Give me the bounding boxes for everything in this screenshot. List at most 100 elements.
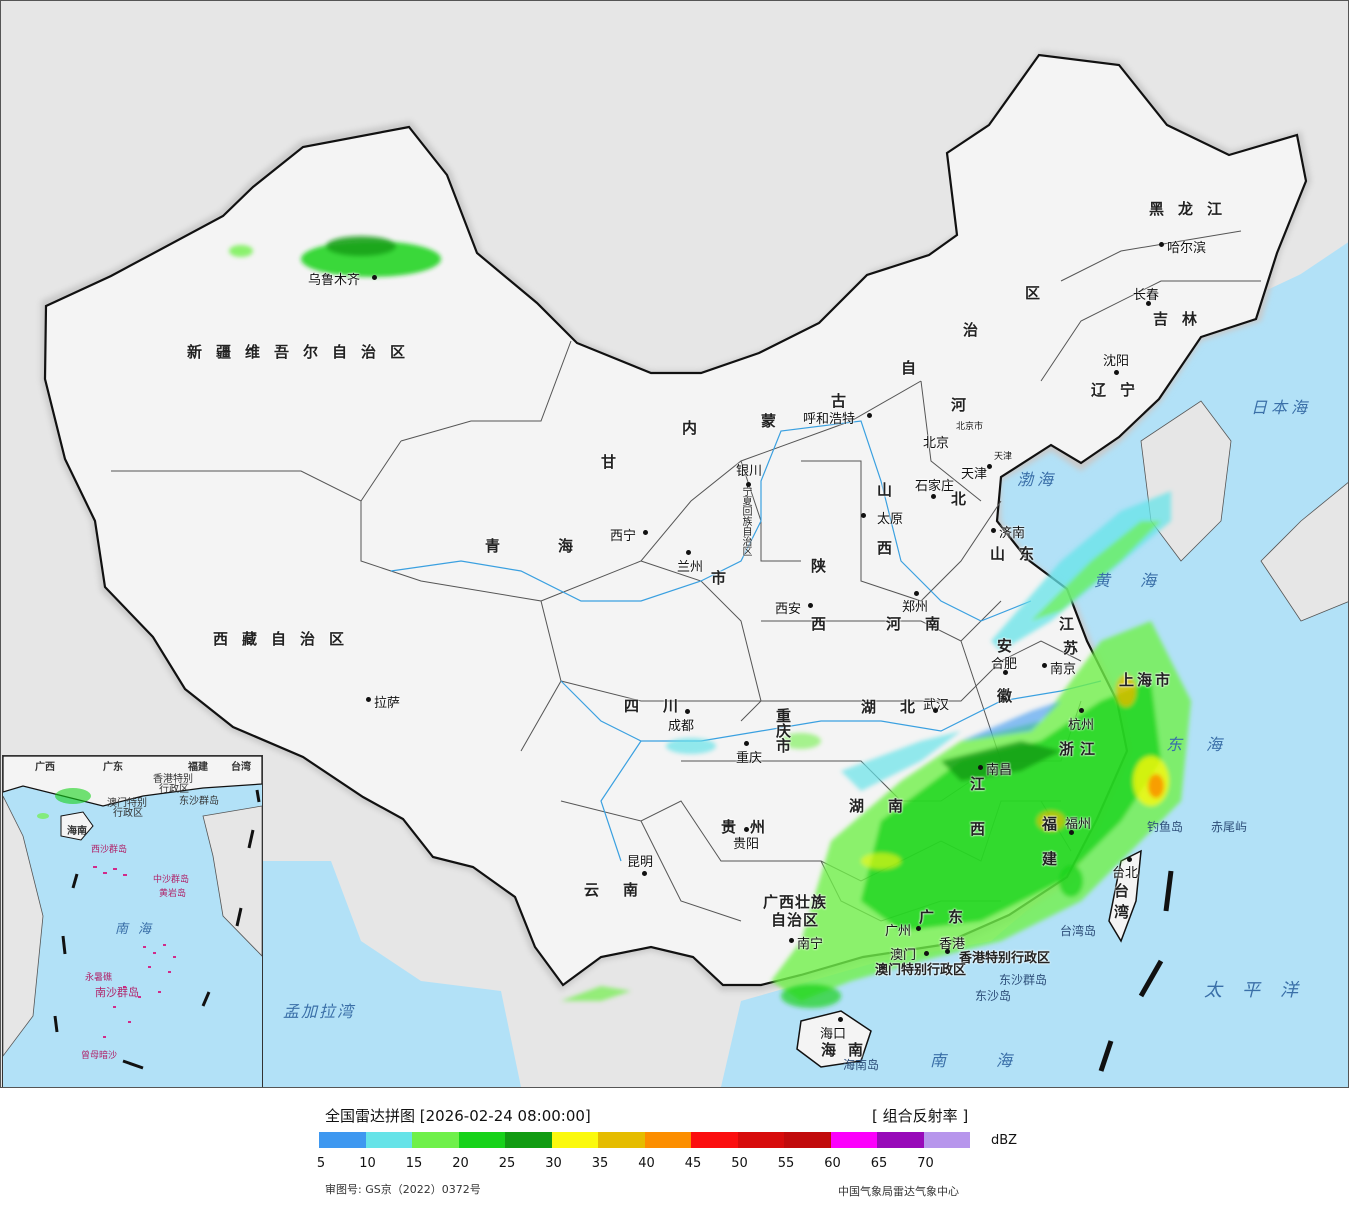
city-xining: 西宁 — [610, 529, 637, 544]
inset-guangxi: 广西 — [35, 762, 55, 773]
city-dot-jinan — [991, 528, 996, 533]
city-tianjin-small: 天津 — [994, 452, 1013, 462]
city-haikou: 海口 — [820, 1027, 847, 1042]
scale-swatch — [319, 1132, 366, 1148]
city-zhengzhou: 郑州 — [902, 600, 929, 615]
province-tibet: 西藏自治区 — [213, 630, 359, 648]
city-dot-guiyang — [744, 827, 749, 832]
scale-tick-label: 65 — [870, 1156, 888, 1171]
city-dot-hangzhou — [1079, 708, 1084, 713]
province-qinghai-2: 海 — [558, 537, 575, 555]
scale-tick-label: 20 — [452, 1156, 469, 1171]
scale-swatch — [644, 1132, 691, 1148]
city-lanzhou: 兰州 — [677, 560, 704, 575]
radar-map — [41, 51, 1348, 1087]
province-gansu: 甘 — [601, 453, 618, 471]
province-xinjiang: 新疆维吾尔自治区 — [187, 343, 420, 361]
province-shanghai: 上海市 — [1119, 671, 1174, 689]
hainan-land — [796, 1010, 872, 1068]
province-neimenggu-6: 区 — [1025, 284, 1042, 302]
island-dongsha-islands: 东沙群岛 — [999, 973, 1048, 987]
city-dot-taiyuan — [861, 513, 866, 518]
city-taipei: 台北 — [1112, 866, 1139, 881]
map-frame: 新疆维吾尔自治区 西藏自治区 青 海 甘 市 内 蒙 古 自 治 区 黑龙江 吉… — [0, 0, 1349, 1088]
scale-tick-label: 35 — [591, 1156, 609, 1171]
city-dot-guangzhou — [916, 926, 921, 931]
province-guangxi-1: 广西壮族 — [763, 893, 828, 911]
inset-hk2: 行政区 — [159, 784, 189, 795]
inset-hainan: 海南 — [67, 826, 87, 837]
province-jiangxi: 江西 — [968, 776, 986, 866]
sea-yellow: 黄海 — [1094, 571, 1187, 590]
province-neimenggu-4: 自 — [901, 359, 918, 377]
province-taiwan-2: 湾 — [1114, 903, 1131, 921]
inset-hk: 香港特别 — [153, 774, 193, 785]
province-henan: 河南 — [886, 615, 965, 633]
province-neimenggu-5: 治 — [963, 321, 980, 339]
city-changchun: 长春 — [1133, 288, 1160, 303]
province-gansu-city: 市 — [711, 569, 728, 587]
inset-fujian: 福建 — [188, 762, 208, 773]
legend-panel: 全国雷达拼图 [2026-02-24 08:00:00] [ 组合反射率 ] d… — [0, 1088, 1349, 1208]
city-dot-chengdu — [685, 709, 690, 714]
city-dot-urumqi — [372, 275, 377, 280]
sea-east: 东海 — [1166, 735, 1247, 754]
scale-swatch — [412, 1132, 459, 1148]
inset-yongshu: 永暑礁 — [85, 973, 113, 983]
island-hainan: 海南岛 — [843, 1058, 880, 1072]
japan-land — [1260, 482, 1348, 622]
province-hebei-2: 北 — [951, 490, 968, 508]
city-beijing: 北京 — [923, 436, 950, 451]
island-chiwei: 赤尾屿 — [1211, 820, 1248, 834]
sea-bengal: 孟加拉湾 — [283, 1002, 356, 1021]
province-boundaries — [111, 230, 1261, 922]
province-heilongjiang: 黑龙江 — [1149, 200, 1237, 218]
city-dot-lanzhou — [686, 550, 691, 555]
scale-tick-label: 15 — [405, 1156, 423, 1171]
scale-tick-label: 10 — [359, 1156, 376, 1171]
island-taiwan: 台湾岛 — [1060, 924, 1097, 938]
city-harbin: 哈尔滨 — [1167, 241, 1207, 256]
city-wuhan: 武汉 — [923, 698, 950, 713]
province-hk: 香港特别行政区 — [959, 951, 1051, 966]
scale-swatch — [365, 1132, 412, 1148]
city-taiyuan: 太原 — [877, 512, 904, 527]
sea-pacific: 太平洋 — [1204, 980, 1318, 1001]
province-ningxia: 宁夏回族自治区 — [740, 486, 751, 556]
city-tianjin: 天津 — [961, 467, 988, 482]
boundary-dashes — [1098, 870, 1174, 1072]
city-dot-harbin — [1159, 242, 1164, 247]
inset-dongsha: 东沙群岛 — [179, 796, 219, 807]
inset-sea: 南海 — [115, 922, 162, 937]
scale-tick-label: 5 — [316, 1156, 326, 1171]
scale-tick-label: 55 — [777, 1156, 795, 1171]
province-jilin: 吉林 — [1153, 310, 1212, 328]
island-diaoyu: 钓鱼岛 — [1147, 820, 1184, 834]
city-nanchang: 南昌 — [986, 763, 1013, 778]
province-macao: 澳门特别行政区 — [875, 963, 967, 978]
scale-unit: dBZ — [991, 1133, 1018, 1148]
inset-nansha: 南沙群岛 — [95, 986, 139, 999]
city-hohhot: 呼和浩特 — [803, 412, 856, 427]
city-dot-kunming — [642, 871, 647, 876]
scale-tick-label: 30 — [545, 1156, 562, 1171]
scale-swatch — [877, 1132, 924, 1148]
scale-swatch — [784, 1132, 831, 1148]
province-taiwan-1: 台 — [1114, 882, 1131, 900]
scale-swatch — [598, 1132, 645, 1148]
province-guizhou: 贵州 — [721, 818, 780, 836]
city-chongqing: 重庆 — [736, 751, 763, 766]
province-jiangsu-1: 江 — [1059, 615, 1076, 633]
city-macao: 澳门 — [890, 948, 917, 963]
province-neimenggu-2: 蒙 — [761, 412, 778, 430]
scale-swatch — [923, 1132, 970, 1148]
city-xian: 西安 — [775, 602, 802, 617]
city-dot-hohhot — [867, 413, 872, 418]
rivers — [390, 420, 1102, 862]
south-sea-inset: 广西 广东 福建 台湾 香港特别 行政区 澳门特别 行政区 东沙群岛 海南 西沙… — [2, 755, 263, 1087]
city-dot-nanchang — [978, 765, 983, 770]
scale-swatch — [505, 1132, 552, 1148]
bengal-area — [171, 861, 521, 1087]
city-dot-haikou — [838, 1017, 843, 1022]
city-hefei: 合肥 — [991, 657, 1018, 672]
